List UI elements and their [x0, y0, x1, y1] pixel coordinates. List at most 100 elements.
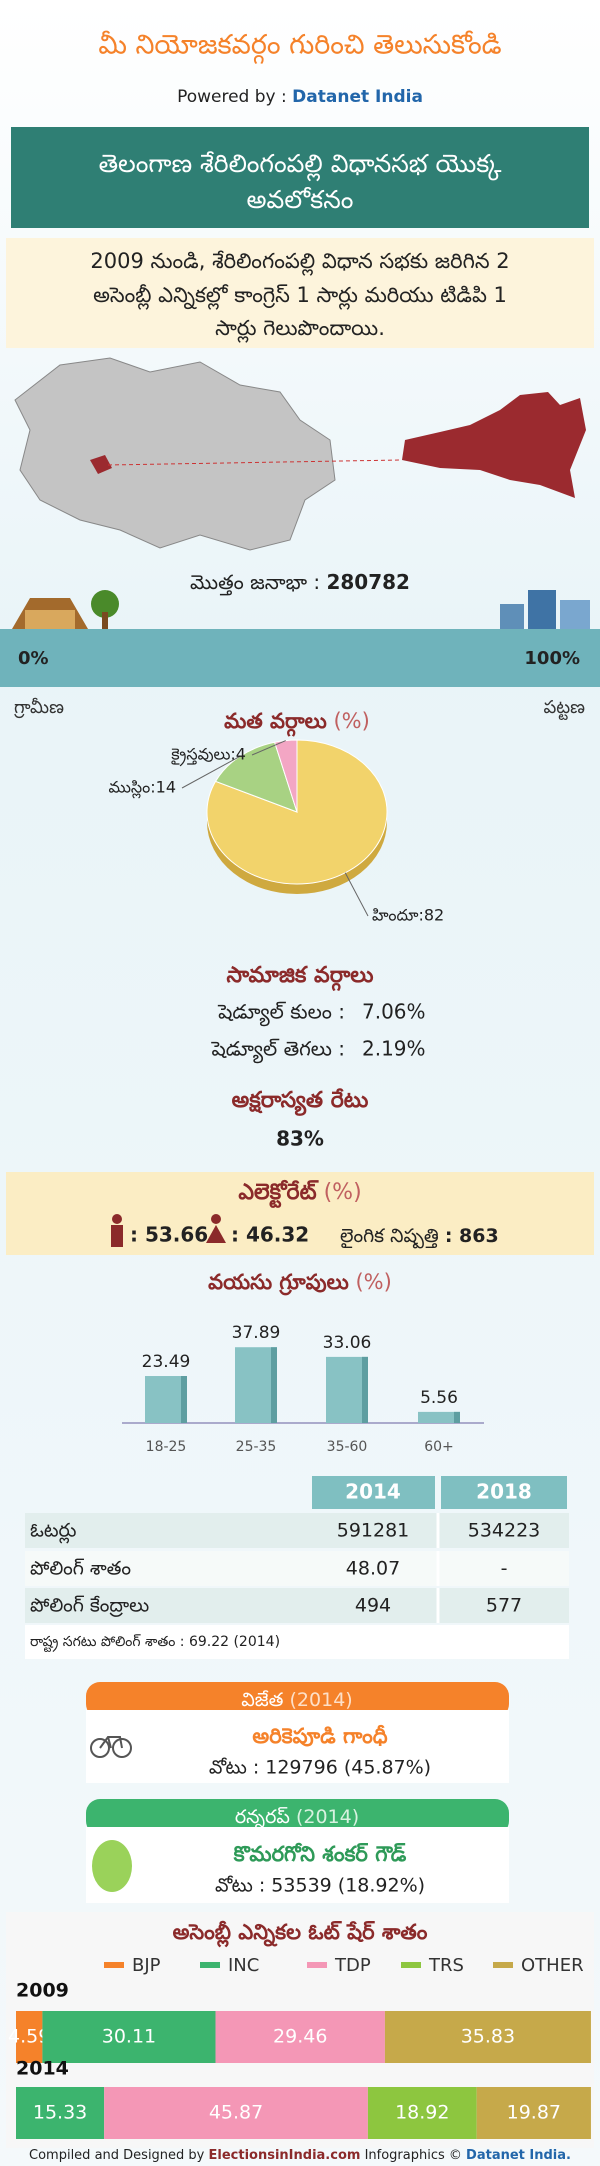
summary-line: సార్లు గెలుపొందాయి. — [215, 316, 385, 343]
summary-line: 2009 నుండి, శేరిలింగంపల్లి విధాన సభకు జర… — [90, 249, 509, 276]
bar — [326, 1356, 368, 1423]
leader-line — [344, 872, 369, 917]
brand: Datanet India — [292, 87, 423, 107]
table-cell: - — [501, 1558, 508, 1580]
bar-segment — [16, 2011, 43, 2063]
runner-header — [86, 1799, 509, 1835]
bar-segment — [384, 2011, 591, 2063]
runner-title: రన్నరప్ (2014) — [235, 1806, 359, 1830]
table-row — [25, 1513, 569, 1548]
social-title: సామాజిక వర్గాలు — [226, 963, 373, 991]
population-label: మొత్తం జనాభా : — [190, 570, 326, 596]
age-chart: 23.49 18-25 37.89 25-35 33.06 35-60 5.56 60+ — [122, 1323, 484, 1455]
bicycle-icon — [112, 1738, 132, 1758]
runner-votes: వోటు : 53539 (18.92%) — [215, 1875, 425, 1897]
pie-title: మత వర్గాలు (%) — [224, 709, 370, 737]
female-icon — [206, 1225, 226, 1243]
legend-swatch — [307, 1962, 327, 1968]
bar-shade — [271, 1347, 277, 1423]
winner-header — [86, 1682, 509, 1718]
row-label: ఓటర్లు — [30, 1520, 76, 1545]
constituency-marker — [90, 455, 112, 474]
social-label: షెడ్యూల్ కులం : — [217, 1000, 345, 1027]
state-map — [14, 357, 336, 551]
footer: Compiled and Designed by ElectionsinIndi… — [29, 2148, 571, 2163]
winner-box — [86, 1710, 509, 1783]
table-row — [25, 1551, 569, 1586]
urban-bar — [0, 629, 600, 687]
row-label: పోలింగ్ కేంద్రాలు — [30, 1595, 149, 1618]
powered-by: Powered by : Datanet India — [177, 87, 423, 107]
age-title: వయసు గ్రూపులు (%) — [208, 1270, 392, 1296]
female-icon — [211, 1214, 221, 1224]
footer-infographics: Infographics © — [365, 2148, 466, 2163]
table-cell: 534223 — [468, 1520, 541, 1542]
pie-slice — [273, 739, 298, 813]
overview-box — [11, 127, 589, 228]
legend-swatch — [493, 1962, 513, 1968]
segment-label: 18.92 — [395, 2102, 449, 2124]
bar-segment — [104, 2087, 368, 2139]
table-cell: 577 — [486, 1595, 522, 1617]
building-icon — [500, 604, 524, 629]
bar — [145, 1376, 187, 1423]
category-label: 2009 — [16, 1980, 69, 2002]
bar-segment — [42, 2011, 216, 2063]
bar-segment — [476, 2087, 591, 2139]
legend-swatch — [401, 1962, 421, 1968]
legend-swatch — [200, 1962, 220, 1968]
bar-segment — [16, 2087, 105, 2139]
segment-label: 29.46 — [273, 2026, 327, 2048]
hut-icon — [25, 610, 75, 629]
legend-label: TRS — [428, 1955, 464, 1976]
bar-value-label: 23.49 — [142, 1352, 191, 1372]
header-cell — [312, 1476, 435, 1509]
summary-line: అసెంబ్లీ ఎన్నికల్లో కాంగ్రెస్ 1 సార్లు మ… — [93, 283, 507, 310]
segment-label: 4.59 — [8, 2026, 50, 2048]
header-cell — [441, 1476, 567, 1509]
population-value: 280782 — [326, 570, 410, 594]
bar-segment — [215, 2011, 385, 2063]
legend-label: BJP — [132, 1955, 161, 1976]
segment-label: 45.87 — [209, 2102, 263, 2124]
table-note: రాష్ట్ర సగటు పోలింగ్ శాతం : 69.22 (2014) — [30, 1634, 280, 1653]
bar-value-label: 37.89 — [232, 1323, 281, 1343]
electorate-title-unit: (%) — [324, 1180, 362, 1205]
slice-label: హిందూ:82 — [372, 906, 444, 925]
x-tick-label: 60+ — [424, 1439, 454, 1455]
overview-title: తెలంగాణ శేరిలింగంపల్లి విధానసభ యొక్క — [99, 149, 502, 182]
building-icon — [560, 600, 590, 629]
pie-title-unit: (%) — [333, 709, 369, 733]
runner-name: కొమరగోని శంకర్ గౌడ్ — [233, 1842, 407, 1866]
building-icon — [528, 590, 556, 629]
winner-title-text: విజేత — [241, 1689, 283, 1711]
bar-segment — [367, 2087, 477, 2139]
x-tick-label: 25-35 — [236, 1439, 277, 1455]
table-cell: 494 — [355, 1595, 391, 1617]
summary-box — [6, 238, 594, 348]
runner-box — [86, 1827, 509, 1903]
x-tick-label: 35-60 — [327, 1439, 368, 1455]
note-row — [25, 1625, 569, 1659]
segment-label: 30.11 — [102, 2026, 156, 2048]
tree-icon — [102, 612, 108, 629]
bar-shade — [181, 1376, 187, 1423]
footer-compiled: Compiled and Designed by — [29, 2148, 209, 2163]
pie-title-text: మత వర్గాలు — [224, 709, 327, 737]
footer-site: ElectionsinIndia.com — [209, 2148, 361, 2163]
electorate-box — [6, 1172, 594, 1255]
rural-label: గ్రామీణ — [13, 697, 64, 719]
urban-label: పట్టణ — [543, 697, 585, 720]
rural-percent: 0% — [18, 648, 49, 669]
social-value: 7.06% — [362, 1000, 426, 1024]
category-label: 2014 — [16, 2058, 69, 2080]
powered-by-label: Powered by : — [177, 87, 287, 107]
urban-percent: 100% — [524, 648, 580, 669]
runner-year: (2014) — [296, 1806, 359, 1828]
election-table: 2014 2018 ఓటర్లు 591281 534223 పోలింగ్ శాతం 48… — [25, 1476, 569, 1659]
sex-ratio-label: లైంగిక నిష్పత్తి — [340, 1225, 445, 1249]
bar — [235, 1347, 277, 1423]
leader-line — [251, 740, 286, 756]
bicycle-icon — [90, 1738, 110, 1758]
